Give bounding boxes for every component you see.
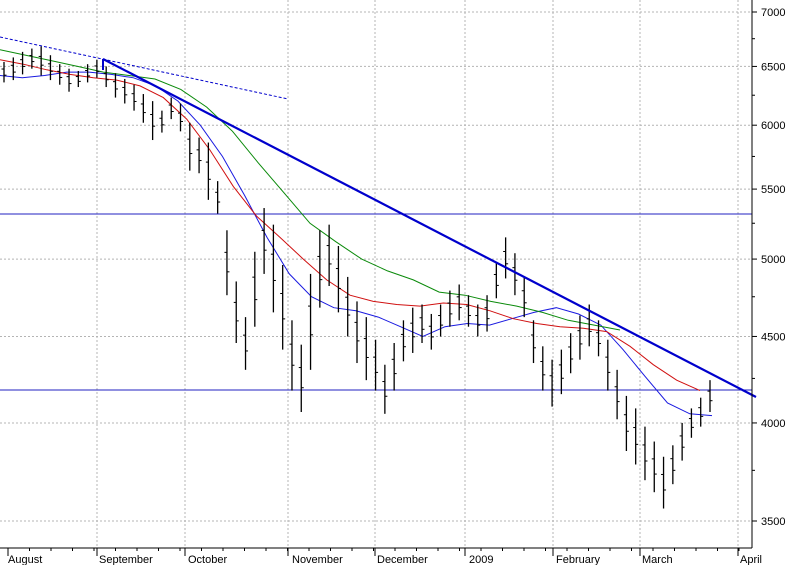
y-tick-label: 5500 bbox=[761, 184, 785, 196]
y-tick-label: 7000 bbox=[761, 7, 785, 19]
x-tick-label: March bbox=[642, 554, 673, 565]
x-tick-label: December bbox=[377, 554, 428, 565]
y-tick-label: 4000 bbox=[761, 418, 785, 430]
x-tick-label: September bbox=[99, 554, 153, 565]
x-tick-label: 2009 bbox=[469, 554, 493, 565]
y-axis: 3500 4000 4500 5000 5500 6000 6500 7000 bbox=[752, 7, 785, 528]
y-tick-label: 6000 bbox=[761, 120, 785, 132]
x-tick-label: April bbox=[740, 554, 762, 565]
trendline-main bbox=[102, 58, 757, 398]
y-tick-label: 5000 bbox=[761, 254, 785, 266]
moving-average-lines bbox=[0, 49, 713, 417]
y-tick-label: 6500 bbox=[761, 61, 785, 73]
plot-area bbox=[0, 0, 752, 548]
moving-average-line-3 bbox=[0, 49, 621, 331]
x-tick-label: October bbox=[188, 554, 227, 565]
x-tick-label: February bbox=[556, 554, 601, 565]
price-gridlines bbox=[0, 11, 752, 522]
y-tick-label: 4500 bbox=[761, 331, 785, 343]
moving-average-line-2 bbox=[0, 59, 701, 392]
y-tick-label: 3500 bbox=[761, 516, 785, 528]
trendline-dashed bbox=[0, 36, 289, 100]
moving-average-line-1 bbox=[0, 71, 713, 417]
x-tick-label: November bbox=[292, 554, 343, 565]
month-gridlines bbox=[96, 0, 739, 548]
x-axis: August September October November December 20… bbox=[7, 548, 762, 565]
x-tick-label: August bbox=[8, 554, 42, 565]
